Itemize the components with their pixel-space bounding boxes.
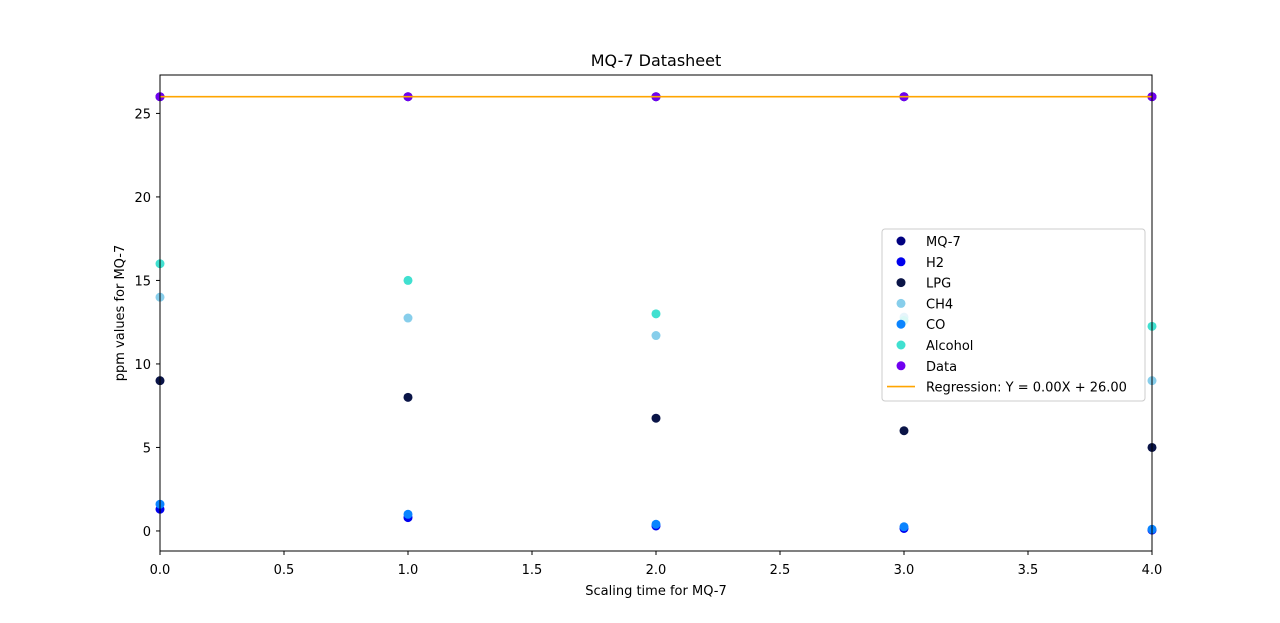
point-alcohol xyxy=(651,309,661,319)
y-tick-label: 25 xyxy=(134,107,151,122)
x-tick-label: 3.5 xyxy=(1018,563,1039,578)
legend-label: CO xyxy=(926,318,945,333)
x-tick-label: 4.0 xyxy=(1142,563,1163,578)
x-tick-label: 1.5 xyxy=(522,563,543,578)
y-axis-ticks: 0 5 10 15 20 25 xyxy=(134,107,160,540)
legend-label: LPG xyxy=(926,277,951,292)
x-axis-ticks: 0.0 0.5 1.0 1.5 2.0 2.5 3.0 3.5 4.0 xyxy=(150,551,1163,578)
x-tick-label: 0.0 xyxy=(150,563,171,578)
y-tick-label: 20 xyxy=(134,191,151,206)
x-tick-label: 2.5 xyxy=(770,563,791,578)
x-tick-label: 0.5 xyxy=(274,563,295,578)
legend-swatch xyxy=(896,361,906,371)
legend-swatch xyxy=(896,340,906,350)
legend-label: Alcohol xyxy=(926,339,973,354)
legend-swatch xyxy=(896,319,906,329)
x-tick-label: 2.0 xyxy=(646,563,667,578)
legend-label: MQ-7 xyxy=(926,235,961,250)
y-tick-label: 15 xyxy=(134,274,151,289)
point-co xyxy=(899,522,909,532)
point-ch4 xyxy=(403,313,413,323)
plot-frame xyxy=(159,74,1153,552)
point-ch4 xyxy=(651,331,661,341)
chart-title: MQ-7 Datasheet xyxy=(591,51,722,70)
legend-swatch xyxy=(896,278,906,288)
point-lpg xyxy=(899,426,909,436)
legend-swatch xyxy=(896,236,906,246)
point-lpg xyxy=(651,413,661,423)
legend-box xyxy=(881,228,1146,402)
legend-label: H2 xyxy=(926,256,944,271)
point-co xyxy=(403,509,413,519)
x-tick-label: 3.0 xyxy=(894,563,915,578)
x-tick-label: 1.0 xyxy=(398,563,419,578)
legend-label: Data xyxy=(926,360,957,375)
legend-swatch xyxy=(896,298,906,308)
legend-swatch xyxy=(896,257,906,267)
x-axis-label: Scaling time for MQ-7 xyxy=(585,584,727,599)
point-lpg xyxy=(403,392,413,402)
point-alcohol xyxy=(403,275,413,285)
y-tick-label: 10 xyxy=(134,358,151,373)
point-co xyxy=(651,519,661,529)
y-tick-label: 5 xyxy=(143,441,151,456)
legend-label: Regression: Y = 0.00X + 26.00 xyxy=(926,381,1127,396)
y-axis-label: ppm values for MQ-7 xyxy=(113,245,128,382)
y-tick-label: 0 xyxy=(143,525,151,540)
legend-label: CH4 xyxy=(926,297,953,312)
legend: MQ-7 H2 LPG CH4 CO Alcohol Data Regression: Y =… xyxy=(881,228,1146,402)
